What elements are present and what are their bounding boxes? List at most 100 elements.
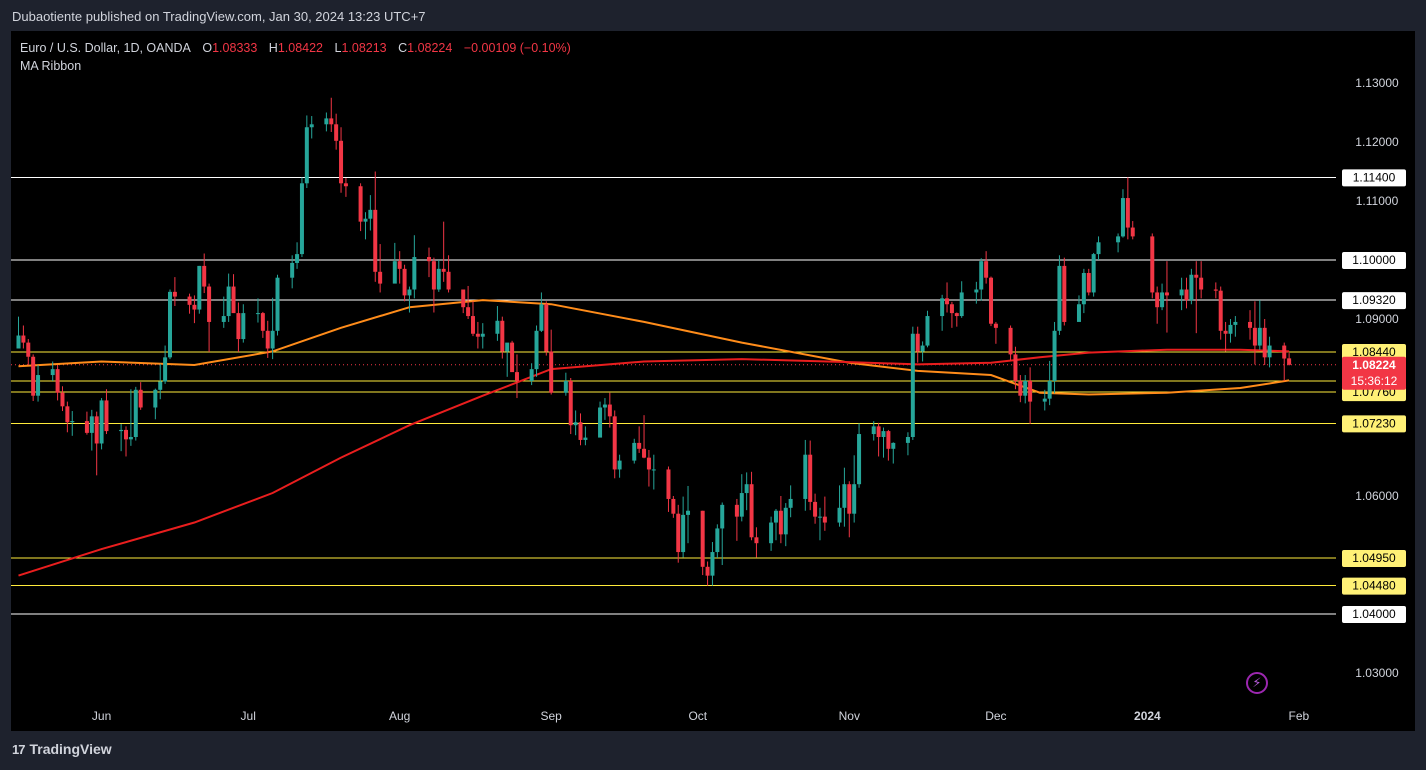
candle-body (446, 271, 451, 290)
legend-low-value: 1.08213 (341, 41, 387, 55)
level-label: 1.08440 (1352, 345, 1396, 359)
candle-body (881, 431, 886, 437)
candle-body (470, 316, 475, 334)
candle-body (646, 457, 651, 470)
candle-body (363, 218, 368, 222)
candle-body (720, 504, 725, 529)
ma-slow-line (18, 348, 1290, 577)
level-label-bg (1342, 252, 1406, 269)
candle-body (172, 291, 177, 297)
candle-body (290, 262, 295, 278)
level-label: 1.09320 (1352, 293, 1396, 307)
y-axis-tick: 1.12000 (1355, 135, 1399, 149)
candle-body (1150, 236, 1155, 293)
candle-body (270, 330, 275, 349)
candle-body (514, 372, 519, 381)
candle-body (1125, 198, 1130, 228)
candle-body (128, 437, 133, 440)
candle-body (1130, 227, 1135, 237)
candle-body (104, 400, 109, 432)
x-axis-tick: Dec (985, 709, 1006, 723)
legend-indicator-ma-ribbon[interactable]: MA Ribbon (20, 59, 82, 73)
candle-body (778, 510, 783, 535)
x-axis-tick: Feb (1289, 709, 1310, 723)
tradingview-mark-icon: 17 (12, 741, 26, 757)
candle-body (255, 313, 260, 315)
candle-body (153, 389, 158, 408)
candle-body (813, 501, 818, 517)
candle-body (949, 304, 954, 314)
candle-body (1233, 321, 1238, 325)
candle-body (573, 422, 578, 426)
legend-high-label: H (268, 41, 278, 55)
candle-body (803, 454, 808, 499)
candle-body (70, 421, 75, 423)
level-label: 1.11400 (1353, 170, 1396, 184)
candle-body (666, 469, 671, 499)
candle-body (808, 454, 813, 502)
level-label: 1.07230 (1352, 416, 1396, 430)
ma-fast-line (18, 299, 1290, 396)
candle-body (1223, 330, 1228, 334)
price-chart[interactable]: 1.13000 1.12000 1.11000 1.09000 1.06000 1.030… (11, 31, 1415, 731)
candle-body (495, 320, 500, 334)
candle-body (329, 118, 334, 125)
candle-body (158, 381, 163, 390)
candle-body (715, 528, 720, 553)
candle-body (544, 304, 549, 352)
candle-body (891, 442, 896, 449)
legend-close-label: C (398, 41, 408, 55)
level-label: 1.10000 (1352, 253, 1396, 267)
candle-body (749, 484, 754, 538)
candle-body (920, 345, 925, 352)
candle-body (1155, 292, 1160, 308)
candle-body (339, 140, 344, 184)
candle-body (1023, 380, 1028, 396)
candle-body (602, 404, 607, 408)
x-axis-tick: 2024 (1134, 709, 1161, 723)
chart-panel[interactable]: 1.13000 1.12000 1.11000 1.09000 1.06000 1.030… (11, 31, 1415, 731)
candle-body (754, 537, 759, 544)
candle-body (392, 261, 397, 284)
candle-body (466, 307, 471, 317)
candle-body (739, 493, 744, 517)
candle-body (1062, 265, 1067, 322)
candle-body (1199, 277, 1204, 290)
candle-body (475, 333, 480, 337)
legend-symbol[interactable]: Euro / U.S. Dollar, 1D, OANDA (20, 41, 191, 55)
lightning-icon[interactable]: ⚡ (1246, 672, 1268, 694)
x-axis-tick: Nov (839, 709, 860, 723)
level-label-bg (1342, 169, 1406, 187)
level-label-bg (1342, 415, 1406, 433)
candle-body (979, 261, 984, 290)
candle-body (412, 257, 417, 290)
candle-body (886, 431, 891, 449)
candle-body (1047, 380, 1052, 399)
candle-body (138, 389, 143, 408)
level-label-bg (1342, 292, 1406, 310)
candle-body (945, 298, 950, 305)
candle-body (1194, 274, 1199, 278)
candle-body (60, 392, 65, 407)
candle-body (1057, 265, 1062, 331)
candle-body (1257, 327, 1262, 346)
candle-body (734, 504, 739, 517)
x-axis-tick: Oct (688, 709, 707, 723)
candle-body (1252, 327, 1257, 346)
candle-body (1086, 272, 1091, 293)
candle-body (837, 507, 842, 523)
candle-body (905, 437, 910, 443)
x-axis-tick: Sep (541, 709, 563, 723)
level-label-bg (1342, 577, 1406, 595)
candle-body (197, 265, 202, 310)
candle-body (642, 448, 647, 458)
candle-body (427, 257, 432, 262)
candle-body (207, 286, 212, 322)
candle-body (1028, 380, 1033, 402)
candle-body (334, 124, 339, 141)
candle-body (1096, 242, 1101, 255)
candle-body (954, 313, 959, 317)
candle-body (431, 261, 436, 290)
x-axis-tick: Jul (241, 709, 256, 723)
chart-legend: Euro / U.S. Dollar, 1D, OANDA O1.08333 H… (20, 39, 571, 75)
